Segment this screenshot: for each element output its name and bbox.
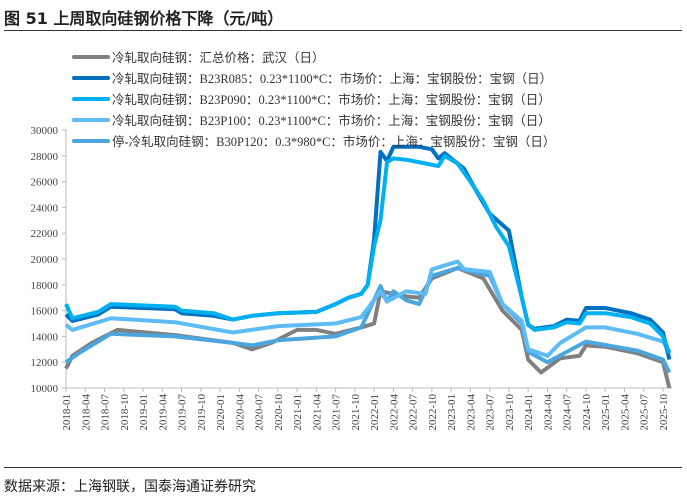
x-tick-label: 2022-01 [369, 394, 381, 431]
x-tick-label: 2019-10 [196, 394, 208, 431]
x-tick-label: 2022-10 [427, 394, 439, 431]
x-tick-label: 2022-04 [388, 394, 400, 431]
y-tick-label: 28000 [31, 151, 59, 163]
x-tick-label: 2025-07 [639, 394, 651, 431]
x-tick-label: 2021-10 [350, 394, 362, 431]
x-tick-label: 2024-01 [523, 394, 535, 431]
x-tick-label: 2025-04 [619, 394, 631, 431]
x-tick-label: 2018-04 [80, 394, 92, 431]
x-tick-label: 2019-04 [157, 394, 169, 431]
y-tick-label: 20000 [31, 254, 59, 266]
x-tick-label: 2018-10 [119, 394, 131, 431]
series-line-1 [64, 144, 672, 361]
x-tick-label: 2020-07 [254, 394, 266, 431]
y-tick-label: 18000 [31, 280, 59, 292]
x-tick-label: 2024-07 [562, 394, 574, 431]
x-tick-label: 2019-01 [138, 394, 150, 431]
x-tick-label: 2020-01 [215, 394, 227, 431]
series-line-4 [64, 266, 672, 374]
x-tick-label: 2022-07 [408, 394, 420, 431]
y-tick-label: 30000 [31, 125, 59, 137]
x-tick-label: 2023-07 [485, 394, 497, 431]
legend-label: 冷轧取向硅钢：汇总价格：武汉（日） [112, 50, 325, 65]
x-tick-label: 2025-10 [658, 394, 670, 431]
x-tick-label: 2024-04 [542, 394, 554, 431]
footer-divider [4, 467, 682, 468]
y-tick-label: 26000 [31, 177, 59, 189]
series-line-3 [64, 259, 672, 358]
y-tick-label: 24000 [31, 202, 59, 214]
y-tick-label: 14000 [31, 331, 59, 343]
source-note: 数据来源：上海钢联，国泰海通证券研究 [4, 480, 256, 495]
x-tick-label: 2018-01 [61, 394, 73, 431]
x-tick-label: 2023-01 [446, 394, 458, 431]
legend-label: 冷轧取向硅钢：B23R085：0.23*1100*C：市场价：上海：宝钢股份：宝… [112, 71, 552, 86]
title-divider [4, 30, 682, 31]
x-tick-label: 2020-10 [273, 394, 285, 431]
legend-label: 冷轧取向硅钢：B23P100：0.23*1100*C：市场价：上海：宝钢股份：宝… [112, 113, 551, 128]
y-tick-label: 12000 [31, 357, 59, 369]
chart-title: 图 51 上周取向硅钢价格下降（元/吨） [4, 9, 284, 28]
x-tick-label: 2021-04 [311, 394, 323, 431]
x-tick-label: 2019-07 [177, 394, 189, 431]
x-tick-label: 2023-04 [465, 394, 477, 431]
x-tick-label: 2021-01 [292, 394, 304, 431]
x-tick-label: 2024-10 [581, 394, 593, 431]
legend-label: 停-冷轧取向硅钢：B30P120：0.3*980*C：市场价：上海：宝钢股份：宝… [112, 134, 555, 149]
x-tick-label: 2021-07 [331, 394, 343, 431]
legend-label: 冷轧取向硅钢：B23P090：0.23*1100*C：市场价：上海：宝钢股份：宝… [112, 92, 551, 107]
y-tick-label: 10000 [31, 383, 59, 395]
x-tick-label: 2025-01 [600, 394, 612, 431]
series-line-2 [64, 153, 672, 354]
y-tick-label: 16000 [31, 306, 59, 318]
x-tick-label: 2018-07 [100, 394, 112, 431]
x-tick-label: 2023-10 [504, 394, 516, 431]
y-tick-label: 22000 [31, 228, 59, 240]
x-tick-label: 2020-04 [234, 394, 246, 431]
